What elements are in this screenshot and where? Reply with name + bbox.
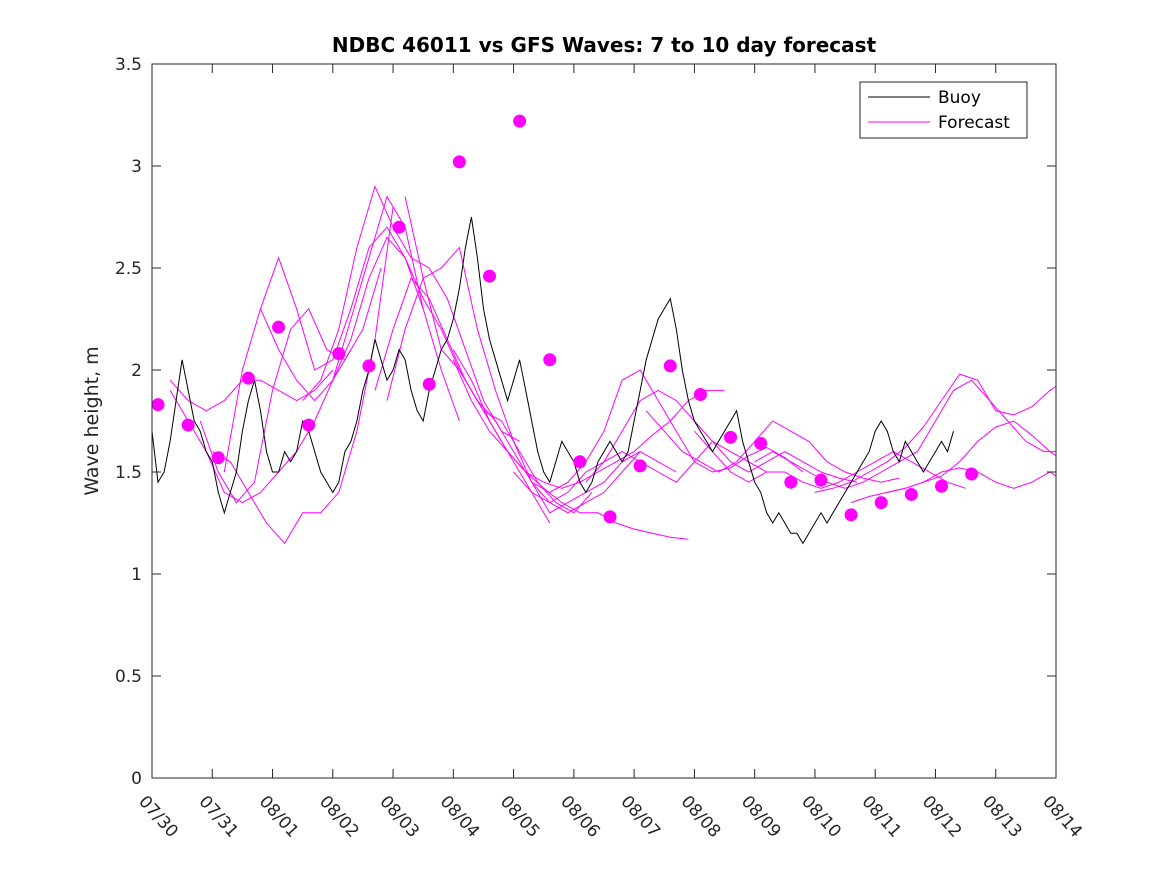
forecast-point xyxy=(241,371,255,385)
forecast-line xyxy=(452,349,725,489)
forecast-point xyxy=(513,114,527,128)
forecast-line xyxy=(585,389,858,483)
forecast-line xyxy=(212,206,394,545)
forecast-point xyxy=(543,353,557,367)
buoy-line xyxy=(152,216,954,545)
y-tick-label: 3.5 xyxy=(115,55,142,75)
legend-buoy-label: Buoy xyxy=(938,88,981,108)
forecast-point xyxy=(724,430,738,444)
forecast-point xyxy=(362,359,376,373)
forecast-point xyxy=(754,436,768,450)
forecast-point xyxy=(633,459,647,473)
forecast-line xyxy=(814,373,1056,493)
forecast-point xyxy=(151,398,165,412)
y-tick-label: 1.5 xyxy=(115,463,142,483)
forecast-point xyxy=(181,418,195,432)
forecast-line xyxy=(386,276,641,514)
forecast-point xyxy=(904,487,918,501)
forecast-point xyxy=(332,347,346,361)
forecast-point xyxy=(965,467,979,481)
legend-box xyxy=(859,81,1028,139)
forecast-point xyxy=(814,473,828,487)
y-tick-label: 0.5 xyxy=(115,667,142,687)
forecast-point xyxy=(302,418,316,432)
forecast-line xyxy=(374,277,593,514)
forecast-point xyxy=(874,496,888,510)
forecast-line xyxy=(452,359,689,540)
forecast-point xyxy=(211,451,225,465)
forecast-point xyxy=(844,508,858,522)
forecast-point xyxy=(663,359,677,373)
forecast-line xyxy=(169,349,352,504)
forecast-point xyxy=(934,479,948,493)
forecast-line xyxy=(260,226,460,422)
buoy-line-group xyxy=(152,216,954,545)
forecast-line xyxy=(645,410,900,483)
y-tick-label: 0 xyxy=(131,769,142,789)
legend: Buoy Forecast xyxy=(859,81,1028,139)
forecast-point xyxy=(784,475,798,489)
forecast-point xyxy=(392,220,406,234)
forecast-markers xyxy=(151,114,979,524)
forecast-line xyxy=(223,195,424,473)
y-tick-label: 1 xyxy=(131,565,142,585)
y-axis-label: Wave height, m xyxy=(81,346,103,495)
forecast-line xyxy=(754,379,1056,489)
forecast-line xyxy=(332,236,551,524)
forecast-point xyxy=(482,269,496,283)
forecast-point xyxy=(422,377,436,391)
forecast-point xyxy=(693,387,707,401)
legend-forecast-label: Forecast xyxy=(938,113,1010,133)
y-tick-label: 2 xyxy=(131,361,142,381)
y-tick-label: 2.5 xyxy=(115,259,142,279)
y-axis-ticks: 0 0.5 1 1.5 2 2.5 3 3.5 xyxy=(115,55,1056,789)
chart-title: NDBC 46011 vs GFS Waves: 7 to 10 day for… xyxy=(332,33,877,57)
forecast-point xyxy=(272,320,286,334)
y-tick-label: 3 xyxy=(131,157,142,177)
forecast-line xyxy=(302,184,520,442)
plot-axes-box xyxy=(151,63,1057,779)
forecast-point xyxy=(573,455,587,469)
forecast-point xyxy=(603,510,617,524)
forecast-point xyxy=(452,155,466,169)
